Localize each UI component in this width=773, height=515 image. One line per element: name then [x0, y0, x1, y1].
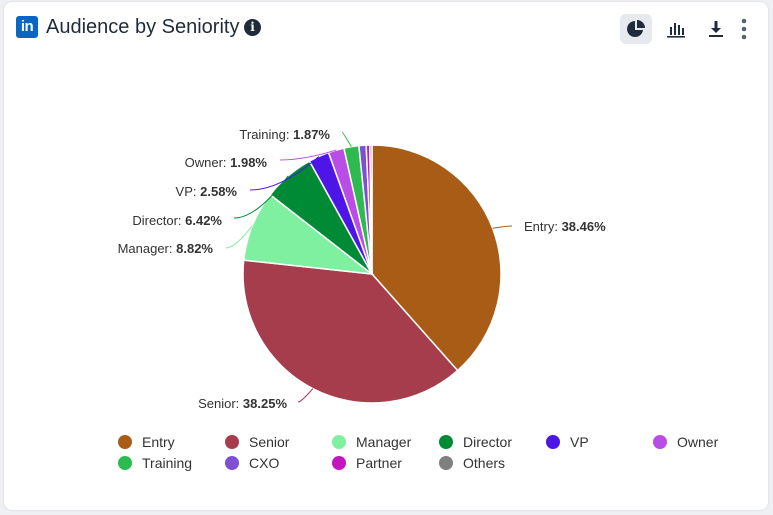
- connector-manager: [225, 225, 253, 249]
- more-options-button[interactable]: [732, 14, 756, 44]
- legend-label: VP: [570, 434, 589, 450]
- legend-swatch: [118, 435, 132, 449]
- chart-title: Audience by Seniority: [46, 16, 240, 38]
- legend-label: Training: [142, 455, 193, 471]
- pie-view-button[interactable]: [620, 14, 652, 44]
- data-label-entry: Entry: 38.46%: [524, 219, 606, 234]
- data-label-owner: Owner: 1.98%: [185, 155, 268, 170]
- data-label-senior: Senior: 38.25%: [198, 396, 287, 411]
- chart-card: in Audience by Seniority i: [4, 2, 768, 510]
- legend-swatch: [332, 456, 346, 470]
- legend-label: Entry: [142, 434, 175, 450]
- legend-swatch: [439, 456, 453, 470]
- legend-swatch: [118, 456, 132, 470]
- pie-slice-senior[interactable]: [242, 259, 459, 404]
- legend-swatch: [225, 456, 239, 470]
- legend-swatch: [332, 435, 346, 449]
- legend-label: Others: [463, 455, 506, 471]
- more-vertical-icon: [741, 18, 747, 40]
- legend-item-training[interactable]: Training: [118, 455, 192, 471]
- download-button[interactable]: [700, 14, 732, 44]
- legend-item-vp[interactable]: VP: [546, 434, 589, 450]
- data-label-vp: VP: 2.58%: [176, 184, 238, 199]
- data-label-manager: Manager: 8.82%: [118, 241, 214, 256]
- legend-label: Manager: [356, 434, 412, 450]
- legend-swatch: [546, 435, 560, 449]
- legend-item-partner[interactable]: Partner: [332, 455, 402, 471]
- connector-owner: [279, 149, 337, 161]
- legend-label: Senior: [249, 434, 290, 450]
- legend-swatch: [439, 435, 453, 449]
- connector-entry: [492, 225, 513, 229]
- legend-item-others[interactable]: Others: [439, 455, 505, 471]
- info-icon[interactable]: i: [244, 19, 261, 36]
- bar-chart-icon: [667, 23, 685, 38]
- legend-swatch: [653, 435, 667, 449]
- legend-item-cxo[interactable]: CXO: [225, 455, 279, 471]
- connector-senior: [297, 388, 314, 403]
- pie-chart: Entry: 38.46% Senior: 38.25% Manager: 8.82…: [118, 127, 607, 411]
- legend-item-owner[interactable]: Owner: [653, 434, 718, 450]
- legend-label: Owner: [677, 434, 719, 450]
- legend-label: Director: [463, 434, 513, 450]
- legend-label: CXO: [249, 455, 280, 471]
- legend-item-manager[interactable]: Manager: [332, 434, 411, 450]
- pie-slice-others[interactable]: [369, 144, 373, 275]
- data-label-training: Training: 1.87%: [239, 127, 330, 142]
- linkedin-logo-icon: in: [16, 16, 38, 38]
- pie-slice-entry[interactable]: [371, 144, 502, 372]
- legend-label: Partner: [356, 455, 402, 471]
- legend-item-senior[interactable]: Senior: [225, 434, 289, 450]
- connector-vp: [249, 156, 320, 191]
- legend-swatch: [225, 435, 239, 449]
- card-header: in Audience by Seniority i: [16, 14, 756, 44]
- legend-item-director[interactable]: Director: [439, 434, 512, 450]
- connector-training: [341, 131, 352, 147]
- data-label-director: Director: 6.42%: [132, 213, 222, 228]
- bar-view-button[interactable]: [660, 14, 692, 44]
- pie-chart-icon: [627, 20, 645, 37]
- legend-item-entry[interactable]: Entry: [118, 434, 175, 450]
- connector-director: [233, 175, 289, 219]
- download-icon: [709, 21, 723, 37]
